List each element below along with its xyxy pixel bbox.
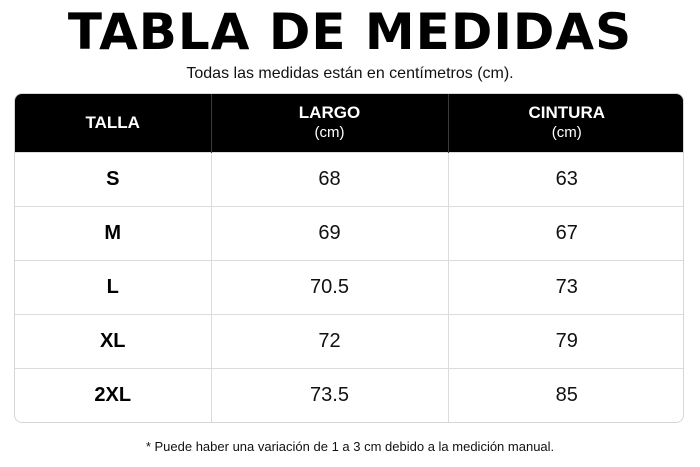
- largo-cell: 73.5: [211, 367, 449, 422]
- header-largo: LARGO (cm): [211, 94, 449, 152]
- header-cintura: CINTURA (cm): [448, 94, 683, 152]
- size-cell: M: [15, 205, 212, 260]
- header-label: TALLA: [85, 112, 140, 132]
- table-header-row: TALLA LARGO (cm) CINTURA (cm): [15, 94, 683, 152]
- header-unit: (cm): [551, 124, 582, 142]
- table-row: M 69 67: [15, 205, 683, 260]
- header-label: CINTURA: [528, 103, 606, 123]
- size-cell: 2XL: [15, 367, 212, 422]
- cintura-cell: 73: [448, 259, 683, 314]
- table-row: L 70.5 73: [15, 259, 683, 314]
- footnote: * Puede haber una variación de 1 a 3 cm …: [145, 439, 555, 454]
- largo-cell: 70.5: [211, 259, 449, 314]
- table-row: 2XL 73.5 85: [15, 367, 683, 422]
- largo-cell: 72: [211, 313, 449, 368]
- table-row: XL 72 79: [15, 313, 683, 368]
- largo-cell: 69: [211, 205, 449, 260]
- cintura-cell: 85: [448, 367, 683, 422]
- size-table: TALLA LARGO (cm) CINTURA (cm) S 68 63 M: [14, 93, 684, 423]
- size-cell: S: [15, 151, 212, 206]
- cintura-cell: 79: [448, 313, 683, 368]
- page-title: TABLA DE MEDIDAS: [67, 3, 633, 61]
- page-subtitle: Todas las medidas están en centímetros (…: [186, 65, 514, 82]
- cintura-cell: 63: [448, 151, 683, 206]
- largo-cell: 68: [211, 151, 449, 206]
- size-cell: L: [15, 259, 212, 314]
- table-row: S 68 63: [15, 151, 683, 206]
- header-unit: (cm): [314, 124, 345, 142]
- header-talla: TALLA: [15, 94, 212, 152]
- cintura-cell: 67: [448, 205, 683, 260]
- header-label: LARGO: [298, 103, 361, 123]
- size-cell: XL: [15, 313, 212, 368]
